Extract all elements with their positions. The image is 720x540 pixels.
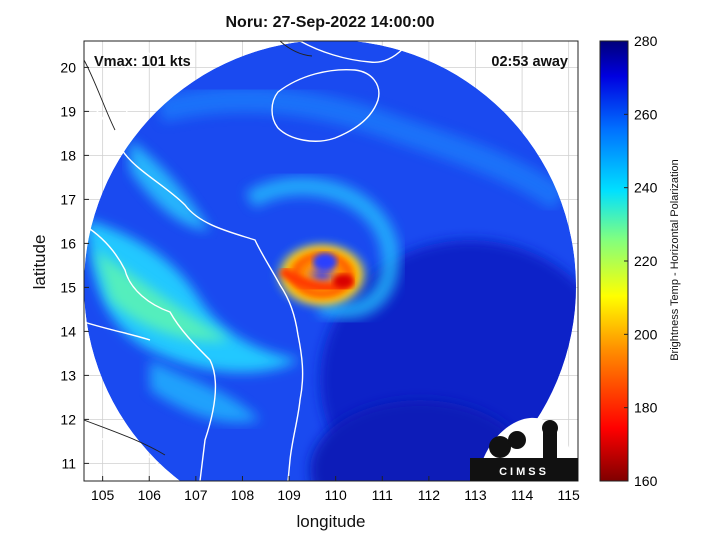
x-tick-label: 112 xyxy=(418,487,441,503)
northern-band xyxy=(156,86,568,211)
x-tick-labels: 105 106 107 108 109 110 111 112 113 114 115 xyxy=(91,476,580,503)
south-china-coast xyxy=(299,41,411,63)
colorbar-tick-label: 260 xyxy=(634,106,658,122)
y-tick-label: 14 xyxy=(60,323,76,339)
y-tick-label: 11 xyxy=(61,455,76,471)
x-axis-label: longitude xyxy=(296,512,366,531)
x-tick-label: 114 xyxy=(511,487,534,503)
y-tick-label: 16 xyxy=(60,235,76,251)
colorbar-tick-labels: 280 260 240 220 200 180 160 xyxy=(624,33,658,489)
colorbar xyxy=(599,40,629,482)
y-axis-label: latitude xyxy=(30,234,49,290)
laos-vietnam-border xyxy=(84,224,217,481)
x-tick-label: 105 xyxy=(91,487,115,503)
y-tick-label: 17 xyxy=(60,191,76,207)
y-tick-label: 20 xyxy=(60,59,76,75)
cambodia-border xyxy=(84,321,151,341)
x-tick-label: 109 xyxy=(277,487,301,503)
x-tick-label: 106 xyxy=(138,487,162,503)
china-vietnam-border xyxy=(111,41,131,151)
colorbar-tick-label: 160 xyxy=(634,473,658,489)
y-tick-label: 15 xyxy=(60,279,76,295)
x-tick-label: 111 xyxy=(372,487,393,503)
colorbar-tick-label: 180 xyxy=(634,400,658,416)
colorbar-tick-label: 200 xyxy=(634,326,658,342)
x-tick-label: 110 xyxy=(324,487,347,503)
vietnam-coastline xyxy=(84,97,304,481)
eyewall-core xyxy=(333,274,353,288)
guangxi-coast xyxy=(139,41,173,81)
western-rainband xyxy=(86,220,300,373)
plot-title: Noru: 27-Sep-2022 14:00:00 xyxy=(225,14,435,31)
cambodia-coast xyxy=(84,429,171,481)
colorbar-tick-label: 280 xyxy=(634,33,658,49)
cimss-logo-text: CIMSS xyxy=(499,466,549,478)
x-tick-label: 107 xyxy=(184,487,208,503)
y-tick-label: 19 xyxy=(60,103,76,119)
western-rainband-core xyxy=(95,250,230,341)
axes-frame xyxy=(83,40,579,482)
x-tick-label: 113 xyxy=(464,487,487,503)
spiral-band xyxy=(245,177,400,319)
hainan-island xyxy=(271,68,380,142)
colorbar-tick-label: 220 xyxy=(634,253,658,269)
time-away-label: 02:53 away xyxy=(491,54,568,70)
cimss-logo: CIMSS xyxy=(470,417,578,481)
x-tick-label: 115 xyxy=(558,487,581,503)
colorbar-tick-label: 240 xyxy=(634,180,658,196)
x-tick-label: 108 xyxy=(231,487,255,503)
vmax-label: Vmax: 101 kts xyxy=(94,54,191,70)
y-tick-label: 12 xyxy=(60,411,76,427)
southwest-band xyxy=(150,360,260,423)
coastlines xyxy=(84,41,411,481)
northwest-rainband xyxy=(130,140,210,230)
y-tick-label: 13 xyxy=(60,367,76,383)
storm-eye xyxy=(313,253,337,271)
colorbar-label: Brightness Temp - Horizontal Polarizatio… xyxy=(669,159,681,361)
land-outlines-outside-swath xyxy=(84,41,313,456)
south-sea-region xyxy=(310,400,530,481)
eyewall xyxy=(270,237,374,313)
y-tick-label: 18 xyxy=(60,147,76,163)
y-tick-labels: 11 12 13 14 15 16 17 18 19 20 xyxy=(60,59,89,471)
